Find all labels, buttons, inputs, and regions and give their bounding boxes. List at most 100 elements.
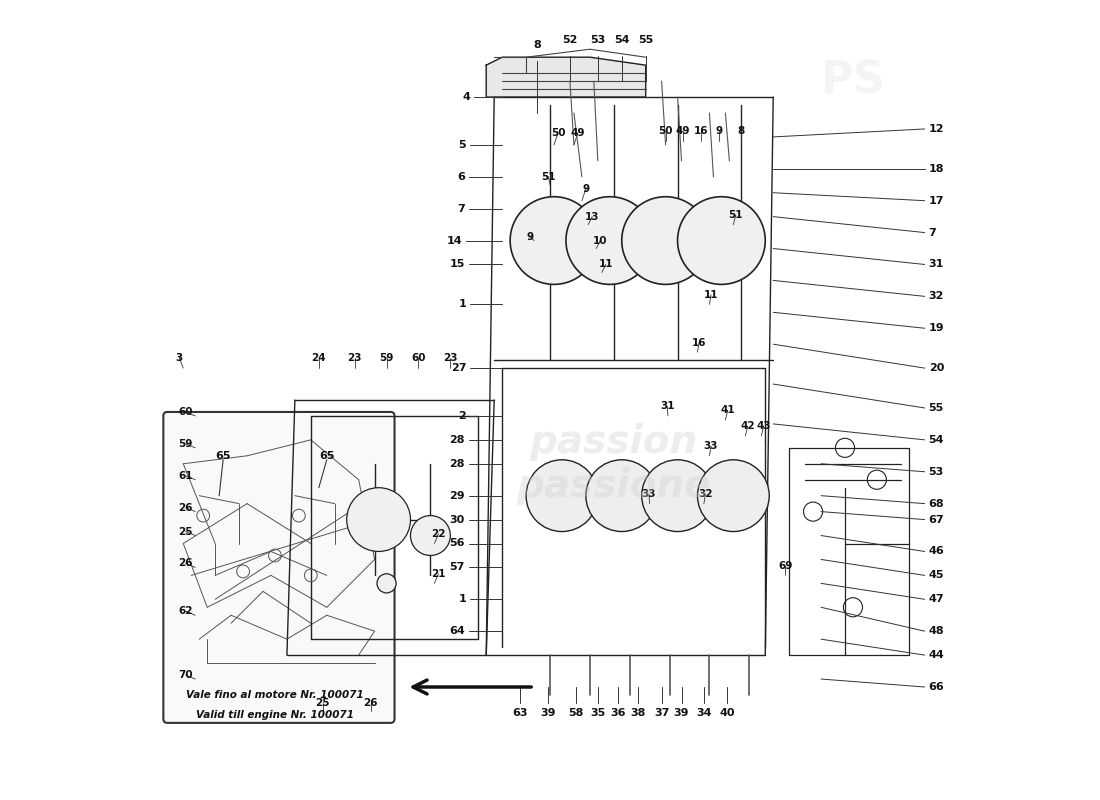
Text: 26: 26	[178, 558, 192, 569]
Text: 54: 54	[928, 435, 944, 445]
Text: 8: 8	[534, 40, 541, 50]
Text: 67: 67	[928, 514, 944, 525]
Text: 9: 9	[715, 126, 723, 136]
Text: 45: 45	[928, 570, 944, 580]
Text: 59: 59	[178, 439, 192, 449]
Text: 61: 61	[178, 470, 192, 481]
Text: 37: 37	[653, 707, 669, 718]
Text: 1: 1	[459, 594, 466, 604]
Text: 49: 49	[571, 128, 585, 138]
Circle shape	[678, 197, 766, 285]
Text: 8: 8	[738, 126, 745, 136]
Text: 6: 6	[456, 172, 464, 182]
Text: 44: 44	[928, 650, 945, 660]
Text: 66: 66	[928, 682, 945, 692]
Text: 65: 65	[216, 451, 231, 461]
Text: 41: 41	[720, 406, 735, 415]
Text: 7: 7	[928, 227, 936, 238]
FancyBboxPatch shape	[163, 412, 395, 723]
Text: passion
passione: passion passione	[517, 422, 711, 505]
Text: 31: 31	[928, 259, 944, 270]
Circle shape	[565, 197, 653, 285]
Text: 12: 12	[928, 124, 944, 134]
Text: 23: 23	[443, 353, 458, 362]
Text: 9: 9	[527, 231, 534, 242]
Text: 52: 52	[562, 34, 578, 45]
Text: 33: 33	[704, 442, 718, 451]
Text: 51: 51	[728, 210, 743, 220]
Text: 7: 7	[456, 204, 464, 214]
Text: 62: 62	[178, 606, 192, 616]
Text: 59: 59	[379, 353, 394, 362]
Text: 1: 1	[459, 299, 466, 310]
Circle shape	[346, 488, 410, 551]
Text: 40: 40	[719, 707, 735, 718]
Text: 13: 13	[585, 212, 600, 222]
Text: Valid till engine Nr. 100071: Valid till engine Nr. 100071	[196, 710, 354, 720]
Text: 49: 49	[675, 126, 691, 136]
Text: 2: 2	[459, 411, 466, 421]
Text: 39: 39	[674, 707, 690, 718]
Text: 48: 48	[928, 626, 944, 636]
Text: 33: 33	[641, 489, 656, 499]
Text: 39: 39	[540, 707, 556, 718]
Text: 51: 51	[541, 172, 556, 182]
Text: 4: 4	[462, 92, 471, 102]
Text: 64: 64	[449, 626, 464, 636]
Text: 50: 50	[551, 128, 565, 138]
Text: 36: 36	[610, 707, 626, 718]
Circle shape	[526, 460, 597, 531]
Text: 24: 24	[311, 353, 326, 362]
Circle shape	[697, 460, 769, 531]
Text: 27: 27	[451, 363, 466, 373]
Text: 16: 16	[694, 126, 708, 136]
Text: 19: 19	[928, 323, 944, 334]
Text: 47: 47	[928, 594, 944, 604]
Text: 53: 53	[928, 466, 944, 477]
Text: 55: 55	[638, 34, 653, 45]
Text: 25: 25	[316, 698, 330, 708]
Text: 28: 28	[449, 458, 464, 469]
Text: 65: 65	[319, 451, 334, 461]
Text: 3: 3	[176, 353, 183, 362]
Text: 55: 55	[928, 403, 944, 413]
Text: 9: 9	[582, 184, 590, 194]
Text: 30: 30	[450, 514, 464, 525]
Text: 17: 17	[928, 196, 944, 206]
Text: 69: 69	[778, 561, 792, 571]
Text: 25: 25	[178, 526, 192, 537]
Text: 38: 38	[630, 707, 646, 718]
Text: 54: 54	[614, 34, 629, 45]
Text: 11: 11	[598, 259, 613, 270]
Text: 15: 15	[449, 259, 464, 270]
Polygon shape	[486, 57, 646, 97]
Text: 43: 43	[757, 422, 771, 431]
Text: 58: 58	[568, 707, 583, 718]
Text: 35: 35	[591, 707, 605, 718]
Text: 34: 34	[696, 707, 712, 718]
Text: 63: 63	[512, 707, 528, 718]
Text: 14: 14	[447, 235, 462, 246]
Text: 42: 42	[740, 422, 755, 431]
Text: 26: 26	[363, 698, 378, 708]
Text: 18: 18	[928, 164, 944, 174]
Text: 68: 68	[928, 498, 944, 509]
Text: 16: 16	[692, 338, 706, 347]
Text: PS: PS	[821, 60, 886, 102]
Circle shape	[641, 460, 714, 531]
Text: 70: 70	[178, 670, 192, 680]
Circle shape	[586, 460, 658, 531]
Text: 11: 11	[704, 290, 718, 300]
Text: 20: 20	[928, 363, 944, 373]
Text: 53: 53	[591, 34, 605, 45]
Text: 31: 31	[660, 402, 674, 411]
Text: 46: 46	[928, 546, 945, 557]
Circle shape	[510, 197, 597, 285]
Text: 28: 28	[449, 435, 464, 445]
Circle shape	[621, 197, 710, 285]
Circle shape	[377, 574, 396, 593]
Text: 32: 32	[928, 291, 944, 302]
Text: 5: 5	[459, 140, 466, 150]
Text: 22: 22	[431, 529, 446, 539]
Text: Vale fino al motore Nr. 100071: Vale fino al motore Nr. 100071	[186, 690, 364, 700]
